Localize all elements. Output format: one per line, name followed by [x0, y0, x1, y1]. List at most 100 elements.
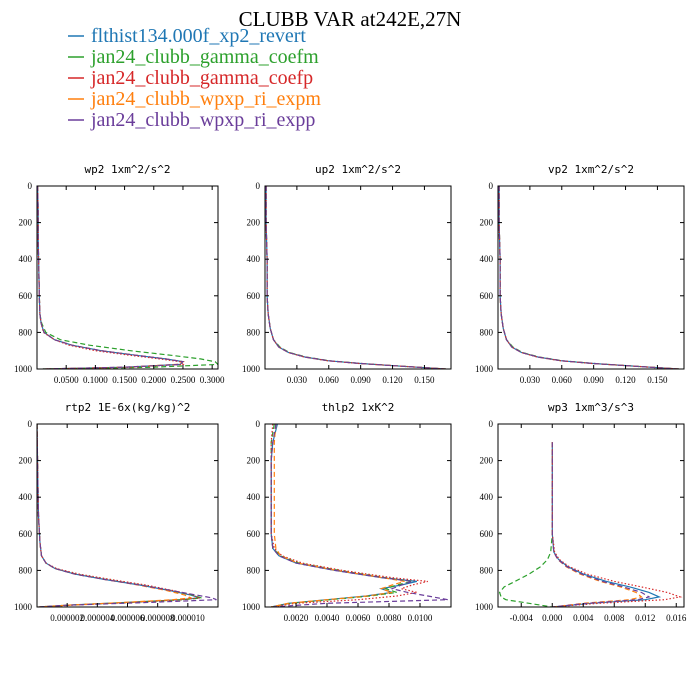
x-tick-label: 0.000002: [50, 613, 84, 623]
y-tick-label: 1000: [242, 364, 261, 374]
y-tick-label: 0: [489, 181, 494, 191]
y-tick-label: 800: [19, 565, 33, 575]
x-tick-label: 0.1000: [83, 375, 108, 385]
x-tick-label: 0.1500: [112, 375, 137, 385]
x-tick-label: 0.2000: [141, 375, 166, 385]
y-tick-label: 400: [480, 254, 494, 264]
series-line: [37, 424, 217, 607]
y-tick-label: 0: [489, 419, 494, 429]
plot-frame: [497, 185, 685, 370]
panel-title: up2 1xm^2/s^2: [315, 163, 401, 176]
chart-panel: thlp2 1xK^2 0 200 400 600 800 1000 0.0020 0.0040…: [242, 401, 452, 623]
y-tick-label: 1000: [14, 364, 33, 374]
x-tick-label: 0.090: [351, 375, 372, 385]
x-tick-label: 0.3000: [200, 375, 225, 385]
y-tick-label: 400: [480, 492, 494, 502]
legend: flthist134.000f_xp2_revertjan24_clubb_ga…: [68, 25, 321, 131]
x-tick-label: 0.000006: [111, 613, 145, 623]
y-tick-label: 800: [480, 565, 494, 575]
x-tick-label: 0.030: [287, 375, 308, 385]
x-tick-label: 0.0020: [284, 613, 309, 623]
x-tick-label: 0.000008: [141, 613, 175, 623]
x-tick-label: 0.120: [615, 375, 636, 385]
chart-panel: rtp2 1E-6x(kg/kg)^2 0 200 400 600 800 1000 0.00…: [14, 401, 219, 623]
y-tick-label: 200: [247, 218, 261, 228]
y-tick-label: 800: [247, 565, 261, 575]
x-tick-label: 0.0500: [54, 375, 79, 385]
plot-frame: [497, 423, 685, 608]
y-tick-label: 400: [19, 492, 33, 502]
series-line: [270, 424, 449, 607]
x-tick-label: 0.120: [382, 375, 403, 385]
y-tick-label: 800: [19, 327, 33, 337]
series-line: [551, 442, 651, 607]
x-tick-label: 0.2500: [171, 375, 196, 385]
x-tick-label: 0.016: [666, 613, 687, 623]
figure-title: CLUBB VAR at242E,27N: [239, 7, 462, 31]
x-tick-label: 0.008: [604, 613, 625, 623]
legend-label: jan24_clubb_gamma_coefm: [90, 46, 319, 68]
y-tick-label: 200: [19, 456, 33, 466]
panels: wp2 1xm^2/s^2 0 200 400 600 800 1000 0.0500 0.10…: [14, 163, 687, 623]
legend-label: jan24_clubb_wpxp_ri_expm: [90, 88, 321, 110]
series-line: [498, 186, 679, 369]
chart-panel: up2 1xm^2/s^2 0 200 400 600 800 1000 0.030 0.060…: [242, 163, 452, 385]
panel-title: thlp2 1xK^2: [322, 401, 395, 414]
y-tick-label: 600: [480, 291, 494, 301]
y-tick-label: 0: [256, 181, 261, 191]
y-tick-label: 0: [28, 181, 33, 191]
x-tick-label: -0.004: [510, 613, 534, 623]
y-tick-label: 400: [19, 254, 33, 264]
x-tick-label: 0.0100: [408, 613, 433, 623]
chart-panel: wp3 1xm^3/s^3 0 200 400 600 800 1000 -0.004 0.00…: [475, 401, 687, 623]
plot-frame: [36, 185, 219, 370]
panel-title: vp2 1xm^2/s^2: [548, 163, 634, 176]
series-line: [265, 186, 446, 369]
y-tick-label: 0: [256, 419, 261, 429]
y-tick-label: 800: [480, 327, 494, 337]
x-tick-label: 0.0060: [346, 613, 371, 623]
y-tick-label: 600: [247, 529, 261, 539]
x-tick-label: 0.0080: [377, 613, 402, 623]
x-tick-label: 0.150: [414, 375, 435, 385]
chart-panel: wp2 1xm^2/s^2 0 200 400 600 800 1000 0.0500 0.10…: [14, 163, 225, 385]
series-line: [270, 424, 428, 607]
y-tick-label: 1000: [475, 602, 494, 612]
y-tick-label: 200: [19, 218, 33, 228]
x-tick-label: 0.0040: [315, 613, 340, 623]
panel-title: rtp2 1E-6x(kg/kg)^2: [65, 401, 191, 414]
x-tick-label: 0.000010: [171, 613, 205, 623]
x-tick-label: 0.060: [552, 375, 573, 385]
series-line: [498, 186, 679, 369]
panel-title: wp2 1xm^2/s^2: [84, 163, 170, 176]
x-tick-label: 0.150: [647, 375, 668, 385]
series-line: [271, 424, 405, 607]
y-tick-label: 200: [480, 456, 494, 466]
legend-label: jan24_clubb_wpxp_ri_expp: [90, 109, 315, 131]
x-tick-label: 0.004: [573, 613, 594, 623]
y-tick-label: 800: [247, 327, 261, 337]
series-line: [265, 186, 446, 369]
y-tick-label: 400: [247, 492, 261, 502]
y-tick-label: 600: [480, 529, 494, 539]
y-tick-label: 1000: [475, 364, 494, 374]
x-tick-label: 0.000004: [80, 613, 114, 623]
x-tick-label: 0.060: [319, 375, 340, 385]
chart-panel: vp2 1xm^2/s^2 0 200 400 600 800 1000 0.030 0.060…: [475, 163, 685, 385]
legend-label: flthist134.000f_xp2_revert: [91, 25, 306, 47]
y-tick-label: 200: [247, 456, 261, 466]
y-tick-label: 0: [28, 419, 33, 429]
x-tick-label: 0.030: [520, 375, 541, 385]
legend-label: jan24_clubb_gamma_coefp: [90, 67, 313, 89]
y-tick-label: 400: [247, 254, 261, 264]
panel-title: wp3 1xm^3/s^3: [548, 401, 634, 414]
y-tick-label: 600: [19, 529, 33, 539]
y-tick-label: 1000: [242, 602, 261, 612]
y-tick-label: 600: [19, 291, 33, 301]
x-tick-label: 0.000: [542, 613, 563, 623]
y-tick-label: 600: [247, 291, 261, 301]
y-tick-label: 200: [480, 218, 494, 228]
x-tick-label: 0.090: [584, 375, 605, 385]
plot-frame: [264, 185, 452, 370]
